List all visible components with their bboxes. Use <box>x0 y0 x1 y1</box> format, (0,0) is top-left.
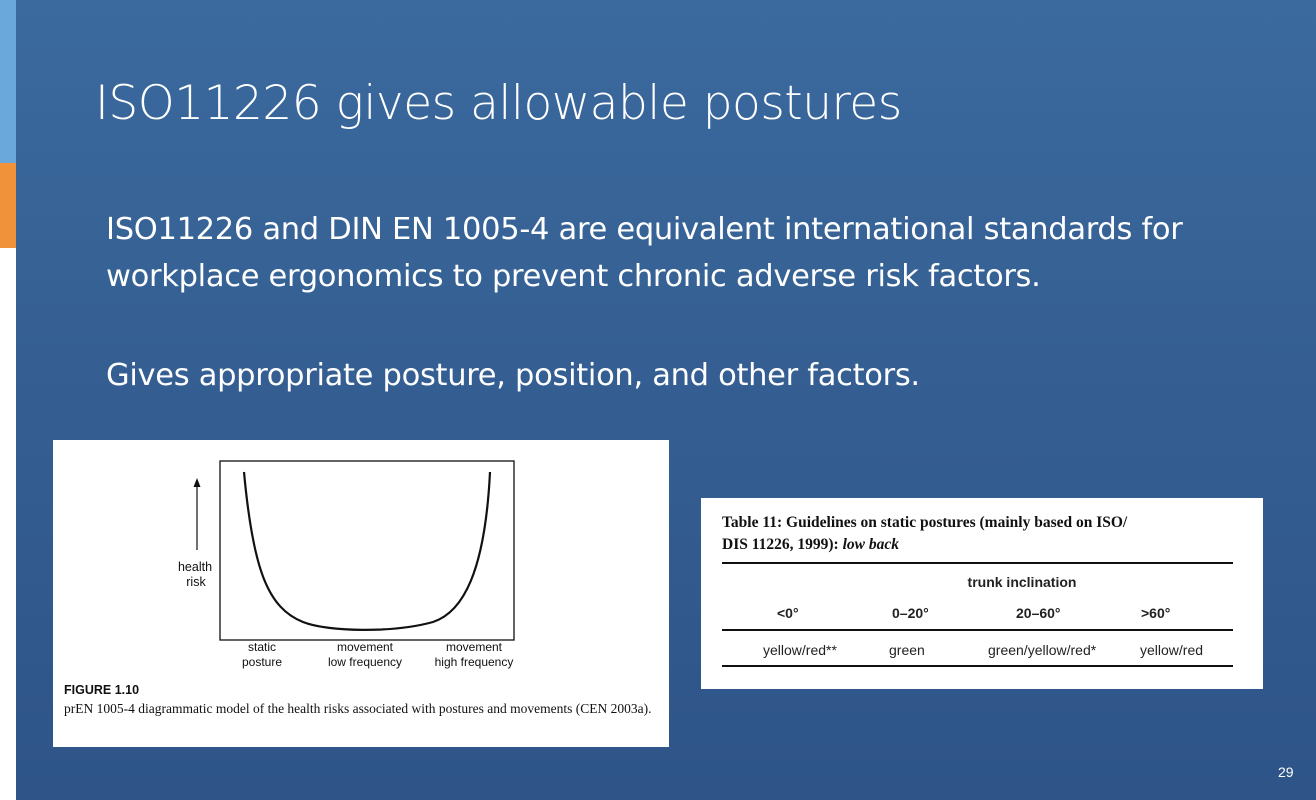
slide-title: ISO11226 gives allowable postures <box>95 76 902 131</box>
table-group-header: trunk inclination <box>967 574 1077 590</box>
accent-bar-blue <box>0 0 16 163</box>
x-label-static-line1: static <box>248 640 276 654</box>
table-header-cell: >60° <box>1141 605 1171 621</box>
table-header-cell: 20–60° <box>1016 605 1061 621</box>
table-header-rule <box>722 629 1233 631</box>
accent-bar-white <box>0 248 16 800</box>
x-label-high-freq-line1: movement <box>446 640 503 654</box>
figure-caption-title: FIGURE 1.10 <box>64 683 140 697</box>
table-caption: Table 11: Guidelines on static postures … <box>722 512 1252 556</box>
body-paragraph-standards: ISO11226 and DIN EN 1005-4 are equivalen… <box>106 212 1183 294</box>
table-static-postures: Table 11: Guidelines on static postures … <box>701 498 1263 689</box>
table-data-cell: yellow/red** <box>763 642 837 658</box>
table-data-cell: green <box>889 642 925 658</box>
figure-health-risk-diagram: health risk static posture movement low … <box>53 440 669 747</box>
table-caption-italic: low back <box>842 536 899 553</box>
body-paragraph-factors: Gives appropriate posture, position, and… <box>106 358 920 393</box>
table-caption-line1: Table 11: Guidelines on static postures … <box>722 514 1128 531</box>
table-bottom-rule <box>722 665 1233 667</box>
x-label-static-line2: posture <box>242 655 282 669</box>
table-data-cell: green/yellow/red* <box>988 642 1097 658</box>
x-label-high-freq-line2: high frequency <box>435 655 514 669</box>
diagram-frame <box>219 460 515 641</box>
y-axis-label-risk: risk <box>186 575 206 589</box>
table-data-cell: yellow/red <box>1140 642 1204 658</box>
x-label-low-freq-line1: movement <box>337 640 394 654</box>
table-header-cell: 0–20° <box>892 605 929 621</box>
health-risk-diagram: health risk static posture movement low … <box>178 460 515 669</box>
y-axis-label-health: health <box>178 560 212 574</box>
accent-bar-orange <box>0 163 16 248</box>
y-axis-arrow-head <box>193 478 201 487</box>
table-top-rule <box>722 562 1233 564</box>
x-label-low-freq-line2: low frequency <box>328 655 402 669</box>
figure-caption-text: prEN 1005-4 diagrammatic model of the he… <box>64 701 652 716</box>
table-header-cell: <0° <box>777 605 799 621</box>
table-caption-line2: DIS 11226, 1999): <box>722 536 843 553</box>
health-risk-curve <box>242 471 492 631</box>
page-number: 29 <box>1278 764 1294 780</box>
